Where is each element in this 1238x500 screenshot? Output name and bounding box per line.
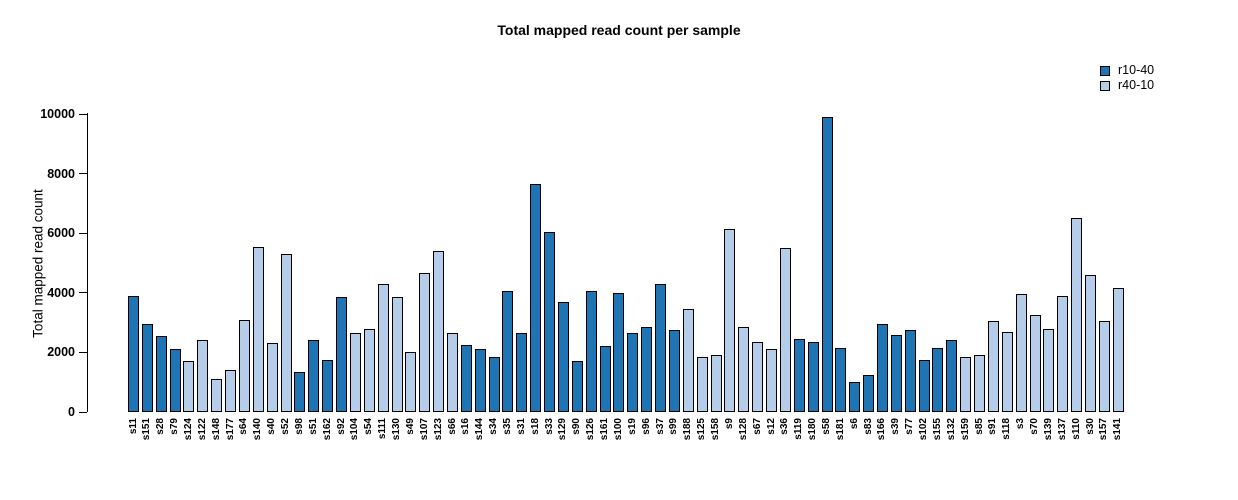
bar-s91 xyxy=(987,321,999,412)
y-tick-mark xyxy=(79,232,87,234)
bar-s9 xyxy=(724,229,736,412)
bar-s104 xyxy=(349,333,361,412)
bar-s30 xyxy=(1085,275,1097,412)
y-tick-label: 2000 xyxy=(47,345,75,360)
bar-s58 xyxy=(821,117,833,412)
bar-s16 xyxy=(460,345,472,412)
legend-label: r10-40 xyxy=(1118,63,1155,77)
x-tick-label-s141: s141 xyxy=(1112,418,1124,441)
y-axis-line xyxy=(87,113,88,412)
legend-item: r10-40 xyxy=(1100,63,1154,78)
bar-s130 xyxy=(391,297,403,412)
y-tick-label: 6000 xyxy=(47,226,75,241)
bar-s137 xyxy=(1057,296,1069,412)
bar-s128 xyxy=(738,327,750,412)
bar-s157 xyxy=(1098,321,1110,412)
bar-s11 xyxy=(128,296,139,412)
bar-s159 xyxy=(960,357,972,412)
legend: r10-40 r40-10 xyxy=(1100,63,1154,93)
bar-s70 xyxy=(1029,315,1041,412)
bar-s33 xyxy=(544,232,556,412)
y-tick-label: 10000 xyxy=(40,107,75,121)
bar-s3 xyxy=(1015,294,1027,412)
bar-s102 xyxy=(918,360,930,412)
bar-s151 xyxy=(141,324,153,412)
bar-s122 xyxy=(197,340,209,412)
y-tick-mark xyxy=(79,113,87,115)
bar-s28 xyxy=(155,336,167,412)
y-tick-label: 0 xyxy=(68,405,75,419)
bar-s40 xyxy=(266,343,278,412)
bar-s180 xyxy=(807,342,819,412)
bar-s99 xyxy=(668,330,680,412)
bar-s166 xyxy=(876,324,888,412)
bar-s124 xyxy=(183,361,195,412)
bar-s188 xyxy=(682,309,694,412)
bar-s100 xyxy=(613,293,625,412)
bar-s67 xyxy=(752,342,764,412)
bar-s66 xyxy=(447,333,458,412)
bar-s79 xyxy=(169,349,181,412)
bar-s51 xyxy=(308,340,320,412)
legend-swatch-r40-10 xyxy=(1100,80,1110,91)
bar-s96 xyxy=(641,327,653,412)
bar-s177 xyxy=(225,370,237,412)
bar-s125 xyxy=(696,357,708,412)
legend-swatch-r10-40 xyxy=(1100,65,1110,76)
bar-s12 xyxy=(766,349,778,412)
bar-s181 xyxy=(835,348,847,412)
bar-s36 xyxy=(779,248,791,412)
bar-s155 xyxy=(932,348,944,412)
bar-s6 xyxy=(849,382,861,412)
bar-s49 xyxy=(405,352,417,412)
bar-s64 xyxy=(238,320,250,412)
y-tick-label: 4000 xyxy=(47,285,75,300)
bar-s140 xyxy=(252,247,264,412)
bar-s162 xyxy=(322,360,334,412)
y-tick-mark xyxy=(79,292,87,294)
bar-s19 xyxy=(627,333,639,412)
bar-s148 xyxy=(211,379,223,412)
bar-s111 xyxy=(377,284,389,412)
bar-s118 xyxy=(1001,332,1013,412)
bar-s35 xyxy=(502,291,514,412)
bar-s132 xyxy=(946,340,958,412)
bar-s139 xyxy=(1043,329,1055,412)
y-tick-label: 8000 xyxy=(47,166,75,181)
bar-s31 xyxy=(516,333,528,412)
bar-s107 xyxy=(419,273,431,412)
bar-s92 xyxy=(336,297,348,412)
bar-s129 xyxy=(557,302,569,412)
bar-s18 xyxy=(530,184,542,412)
bar-s39 xyxy=(890,335,902,412)
bar-s34 xyxy=(488,357,500,412)
bar-s144 xyxy=(474,349,486,412)
bar-s37 xyxy=(655,284,667,412)
bar-s161 xyxy=(599,346,611,412)
bar-s90 xyxy=(571,361,583,412)
bar-s126 xyxy=(585,291,597,412)
bar-s119 xyxy=(793,339,805,412)
bar-s77 xyxy=(904,330,916,412)
legend-item: r40-10 xyxy=(1100,78,1154,93)
bar-s85 xyxy=(974,355,986,412)
bar-s110 xyxy=(1071,218,1083,412)
y-tick-mark xyxy=(79,351,87,353)
y-axis-title: Total mapped read count xyxy=(30,189,46,338)
chart-title: Total mapped read count per sample xyxy=(497,22,741,38)
bar-s123 xyxy=(433,251,445,412)
bar-s98 xyxy=(294,372,306,412)
legend-label: r40-10 xyxy=(1118,78,1155,92)
y-tick-mark xyxy=(79,173,87,175)
bar-s158 xyxy=(710,355,722,412)
bar-s83 xyxy=(863,375,875,412)
y-tick-mark xyxy=(79,411,87,413)
bar-s141 xyxy=(1112,288,1124,412)
bar-s54 xyxy=(363,329,375,412)
bar-s52 xyxy=(280,254,292,412)
